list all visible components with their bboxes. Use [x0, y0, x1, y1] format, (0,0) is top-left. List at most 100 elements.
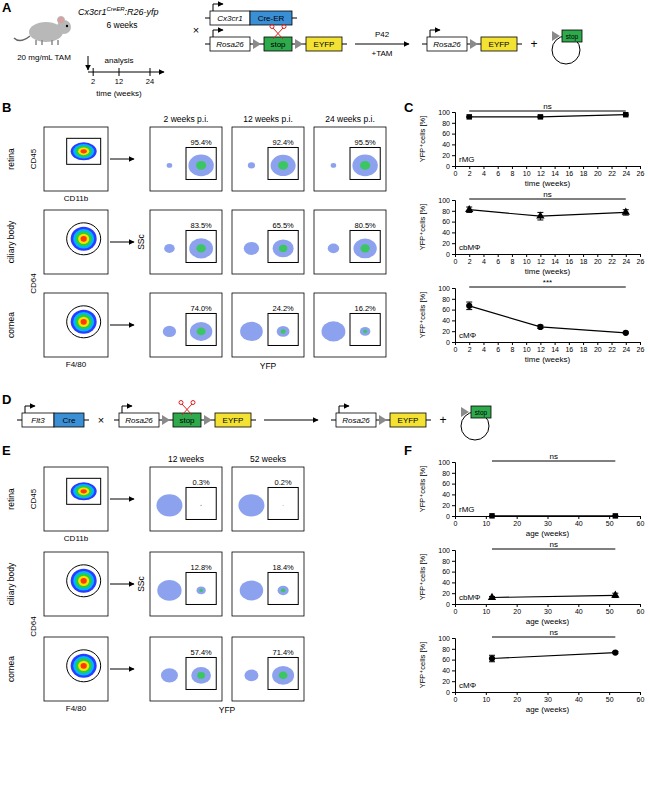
- x-tick-mark: [640, 342, 641, 345]
- y-tick: 80: [442, 120, 455, 127]
- x-tick: 20: [594, 166, 602, 177]
- x-tick-mark: [612, 342, 613, 345]
- gate: [186, 230, 216, 262]
- gate-percentage: 80.5%: [354, 221, 376, 230]
- gate-arrow: [110, 159, 134, 160]
- x-tick-mark: [640, 166, 641, 169]
- plot-area: [466, 112, 629, 120]
- yfp-positive-population: [360, 327, 370, 336]
- x-tick-mark: [526, 166, 527, 169]
- scissors: [182, 404, 192, 415]
- yfp-negative-population: [156, 494, 182, 516]
- gene-label: EYFP: [398, 416, 419, 425]
- yfp-positive-population: [278, 586, 289, 595]
- x-tick-mark: [612, 166, 613, 169]
- x-tick: 10: [482, 604, 490, 615]
- y-tick-label: 60: [442, 480, 450, 487]
- x-tick: 26: [637, 342, 645, 353]
- x-tick-label: 20: [594, 346, 602, 353]
- x-tick-mark: [583, 342, 584, 345]
- yfp-positive-population: [191, 667, 211, 684]
- x-tick: 26: [637, 166, 645, 177]
- y-axis-title: YFP⁺cells [%]: [418, 554, 427, 600]
- age-label: 6 weeks: [106, 20, 137, 30]
- density-contour: [78, 661, 89, 671]
- x-axis: 02468101214161820222426: [454, 342, 645, 353]
- loxp-site: [204, 415, 212, 425]
- x-tick-mark: [597, 342, 598, 345]
- x-tick: 4: [482, 342, 486, 353]
- flow-plot-frame: [44, 293, 108, 357]
- x-tick: 24: [622, 166, 630, 177]
- x-axis-title: time (weeks): [525, 179, 571, 188]
- y-tick-label: 20: [442, 240, 450, 247]
- x-tick: 14: [551, 254, 559, 265]
- x-tick-label: 0: [454, 170, 458, 177]
- gate: [350, 230, 380, 262]
- panel-label: C: [404, 100, 414, 115]
- x-tick: 0: [454, 516, 458, 527]
- x-tick-mark: [517, 692, 518, 695]
- x-tick-mark: [569, 342, 570, 345]
- x-tick: 4: [482, 166, 486, 177]
- chart: 0102030405060020406080100YFP⁺cells [%]ag…: [418, 628, 644, 714]
- y-tick-mark: [452, 550, 455, 551]
- gate: [268, 487, 298, 519]
- x-tick-label: 18: [580, 346, 588, 353]
- gate: [268, 230, 298, 262]
- density-contour: [71, 310, 97, 334]
- x-tick-mark: [612, 254, 613, 257]
- y-tick: 20: [442, 240, 455, 247]
- gate: [67, 223, 101, 255]
- yfp-negative-population: [163, 326, 176, 337]
- gate: [350, 313, 380, 345]
- tissue-label: retina: [6, 488, 16, 510]
- flow-panel: retina0.3%0.2%ciliary body12.8%18.4%corn…: [6, 454, 304, 715]
- x-axis-title: time (weeks): [525, 267, 571, 276]
- x-tick-mark: [640, 692, 641, 695]
- x-tick-label: 10: [482, 696, 490, 703]
- density-contour: [73, 229, 94, 248]
- gate: [268, 572, 298, 604]
- x-tick-mark: [517, 516, 518, 519]
- x-tick: 22: [608, 342, 616, 353]
- yfp-positive-population: [190, 322, 212, 341]
- x-axis: 0102030405060: [454, 604, 645, 615]
- yfp-positive-core: [281, 329, 286, 333]
- chart-title: rMG: [459, 505, 475, 514]
- y-tick: 0: [446, 339, 455, 346]
- significance-label: ns: [549, 540, 557, 549]
- y-tick: 0: [446, 251, 455, 258]
- x-tick-mark: [583, 166, 584, 169]
- x-tick-label: 20: [594, 258, 602, 265]
- yfp-negative-population: [244, 242, 259, 255]
- scissors: [191, 401, 195, 405]
- cross-symbol: ×: [98, 414, 104, 426]
- tissue-label: ciliary body: [6, 562, 16, 605]
- yfp-positive-core: [196, 244, 206, 252]
- series-line: [492, 595, 615, 597]
- chart: 02468101214161820222426020406080100YFP⁺c…: [418, 102, 644, 188]
- y-axis: 020406080100: [438, 547, 455, 608]
- x-axis-title: age (weeks): [526, 705, 570, 714]
- y-tick-mark: [452, 473, 455, 474]
- x-tick: 10: [523, 166, 531, 177]
- gate-arrow: [110, 325, 134, 326]
- yfp-positive-core: [360, 161, 370, 170]
- density-contour: [78, 317, 89, 327]
- x-tick-mark: [609, 604, 610, 607]
- y-tick-label: 80: [442, 470, 450, 477]
- gate: [186, 147, 216, 179]
- cross-symbol: ×: [193, 24, 199, 36]
- flow-plot-frame: [44, 210, 108, 274]
- x-tick-label: 14: [551, 346, 559, 353]
- x-tick-mark: [569, 166, 570, 169]
- y-tick-mark: [452, 155, 455, 156]
- x-tick-mark: [555, 342, 556, 345]
- y-tick: 40: [442, 229, 455, 236]
- y-tick: 100: [438, 285, 455, 292]
- x-tick: 24: [622, 254, 630, 265]
- axis-title: SSc: [136, 233, 146, 249]
- y-tick-label: 60: [442, 306, 450, 313]
- x-tick: 20: [594, 254, 602, 265]
